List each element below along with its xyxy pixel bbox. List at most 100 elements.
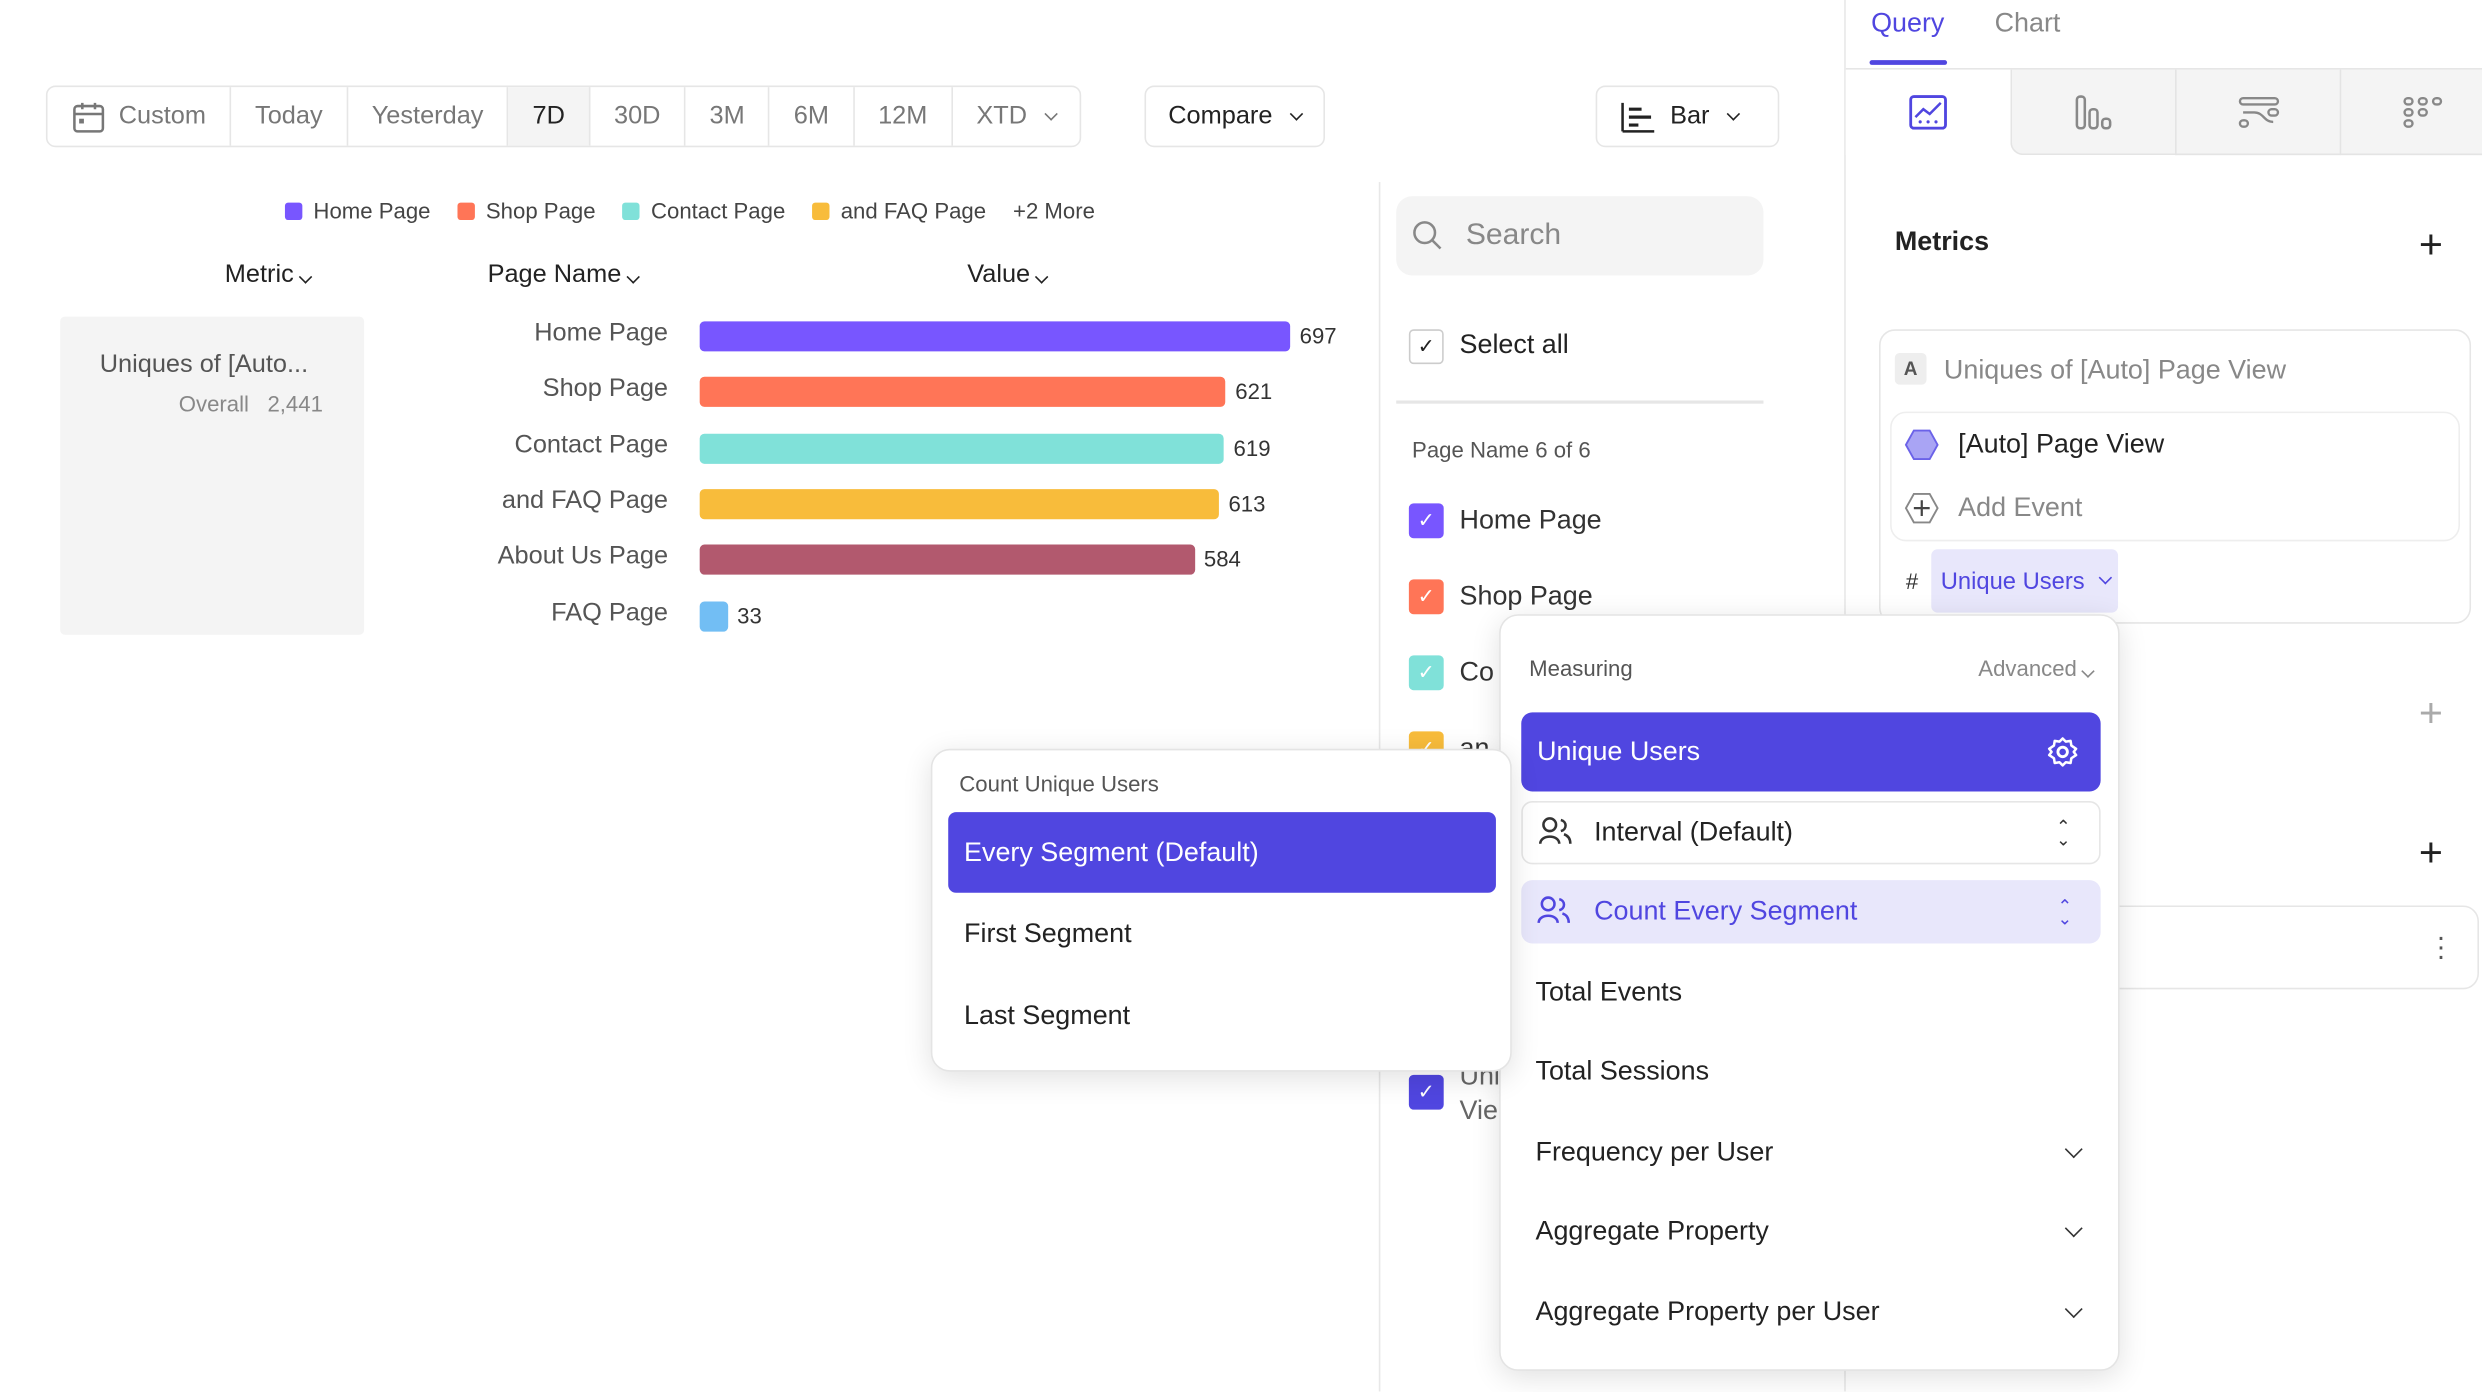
event-name[interactable]: [Auto] Page View (1958, 428, 2165, 460)
flows-tab[interactable] (2175, 69, 2340, 156)
add-breakdown-plus-icon[interactable]: + (2418, 827, 2443, 876)
legend-label: and FAQ Page (840, 197, 987, 224)
range-today[interactable]: Today (231, 87, 348, 146)
option-total-sessions[interactable]: Total Sessions (1535, 1055, 1710, 1086)
chevron-down-icon (1034, 270, 1048, 284)
bar[interactable] (699, 432, 1225, 464)
option-unique-users[interactable]: Unique Users (1521, 712, 2101, 792)
option-total-events[interactable]: Total Events (1535, 976, 1683, 1007)
legend-item[interactable]: Shop Page (457, 197, 596, 224)
select-all-label: Select all (1459, 329, 1569, 360)
option-aggregate-property[interactable]: Aggregate Property (1535, 1215, 1769, 1246)
option-frequency-per-user[interactable]: Frequency per User (1535, 1136, 1774, 1167)
filter-checkbox[interactable]: ✓ (1408, 579, 1444, 615)
flows-icon (2237, 96, 2279, 128)
select-all-checkbox[interactable]: ✓ (1408, 329, 1444, 365)
bar[interactable] (699, 543, 1195, 574)
chevron-down-icon (2064, 1219, 2083, 1238)
bar-category-label: Contact Page (514, 432, 669, 460)
range-7d[interactable]: 7D (508, 87, 591, 146)
bar-category-label: Shop Page (542, 375, 669, 403)
chevron-down-icon (1044, 106, 1058, 120)
tab-query[interactable]: Query (1871, 7, 1945, 38)
legend-swatch (812, 202, 830, 221)
value-header[interactable]: Value (967, 261, 1048, 289)
legend-item[interactable]: Contact Page (622, 198, 785, 223)
kebab-menu-icon[interactable]: · · · (2436, 921, 2446, 972)
add-filter-plus-icon[interactable]: + (2418, 688, 2443, 737)
range-3m[interactable]: 3M (686, 87, 771, 146)
range-12m[interactable]: 12M (854, 87, 953, 146)
bar-value-label: 33 (737, 603, 762, 629)
chevron-down-icon (2098, 571, 2112, 585)
bar[interactable] (699, 320, 1291, 351)
interval-select[interactable]: Interval (Default) ⌃ ⌄ (1521, 800, 2101, 865)
bar[interactable] (699, 375, 1226, 407)
legend-label: Home Page (313, 197, 431, 224)
legend-label: Shop Page (485, 197, 596, 224)
search-placeholder: Search (1465, 218, 1562, 252)
bar-value-label: 619 (1233, 435, 1271, 461)
legend-more[interactable]: +2 More (1012, 197, 1095, 224)
measure-dropdown[interactable]: Unique Users (1931, 549, 2119, 613)
range-30d[interactable]: 30D (590, 87, 686, 146)
range-6m[interactable]: 6M (770, 87, 855, 146)
overall-total: Overall 2,441 (179, 391, 323, 416)
divider (1845, 68, 2482, 70)
compare-button[interactable]: Compare (1144, 85, 1325, 148)
tab-chart[interactable]: Chart (1994, 7, 2061, 38)
gear-icon[interactable] (2047, 736, 2079, 768)
legend-item[interactable]: and FAQ Page (812, 198, 986, 223)
add-event-button[interactable]: Add Event (1958, 492, 2083, 523)
filter-label: Shop Page (1459, 580, 1593, 612)
funnel-bars-icon (2074, 94, 2111, 129)
bar[interactable] (699, 488, 1219, 519)
option-every-segment[interactable]: Every Segment (Default) (948, 812, 1496, 893)
chart-type-button[interactable]: Bar (1595, 85, 1780, 148)
metric-header[interactable]: Metric (225, 261, 312, 289)
overall-label: Overall (178, 391, 249, 417)
filter-checkbox[interactable]: ✓ (1408, 503, 1444, 539)
grid-dots-icon (2402, 96, 2442, 128)
line-chart-icon (1909, 95, 1947, 130)
chevron-down-icon (2064, 1300, 2083, 1319)
option-aggregate-property-per-user[interactable]: Aggregate Property per User (1535, 1296, 1880, 1327)
interval-label: Interval (Default) (1594, 816, 1794, 847)
option-last-segment[interactable]: Last Segment (964, 1000, 1131, 1031)
filter-checkbox[interactable]: ✓ (1408, 1074, 1444, 1110)
bar[interactable] (699, 600, 728, 631)
bar-value-label: 584 (1203, 546, 1241, 572)
search-input[interactable]: Search (1396, 196, 1764, 276)
group-label: Page Name 6 of 6 (1412, 436, 1591, 463)
divider (1396, 400, 1764, 403)
event-hexagon-icon (1904, 429, 1939, 461)
range-yesterday[interactable]: Yesterday (348, 87, 509, 146)
metric-title[interactable]: Uniques of [Auto] Page View (1943, 354, 2287, 385)
page-name-header[interactable]: Page Name (488, 261, 640, 289)
count-select[interactable]: Count Every Segment ⌃ ⌄ (1521, 880, 2101, 944)
up-down-chevron-icon: ⌃ ⌄ (2057, 897, 2073, 930)
calendar-icon (73, 102, 105, 132)
range-custom[interactable]: Custom (47, 87, 232, 146)
overall-value: 2,441 (267, 391, 323, 417)
range-label: Custom (118, 102, 206, 130)
range-xtd[interactable]: XTD (953, 87, 1080, 146)
filter-checkbox[interactable]: ✓ (1408, 655, 1444, 691)
add-metric-plus-icon[interactable]: + (2418, 220, 2443, 268)
legend-item[interactable]: Home Page (284, 197, 431, 224)
advanced-toggle[interactable]: Advanced (1978, 655, 2095, 681)
option-first-segment[interactable]: First Segment (964, 918, 1132, 949)
retention-tab[interactable] (2339, 69, 2482, 156)
count-unique-users-popup: Count Unique Users Every Segment (Defaul… (930, 748, 1512, 1072)
funnels-tab[interactable] (2010, 69, 2176, 156)
chevron-down-icon (2064, 1140, 2083, 1159)
insights-tab[interactable] (1845, 69, 2011, 156)
option-label: Unique Users (1537, 736, 1701, 767)
chevron-down-icon (625, 270, 640, 284)
up-down-chevron-icon: ⌃ ⌄ (2055, 818, 2071, 851)
legend-label: Contact Page (650, 197, 786, 224)
filter-label-line: Vie (1459, 1095, 1498, 1126)
chevron-down-icon (2081, 664, 2095, 678)
chevron-down-icon (298, 270, 312, 284)
